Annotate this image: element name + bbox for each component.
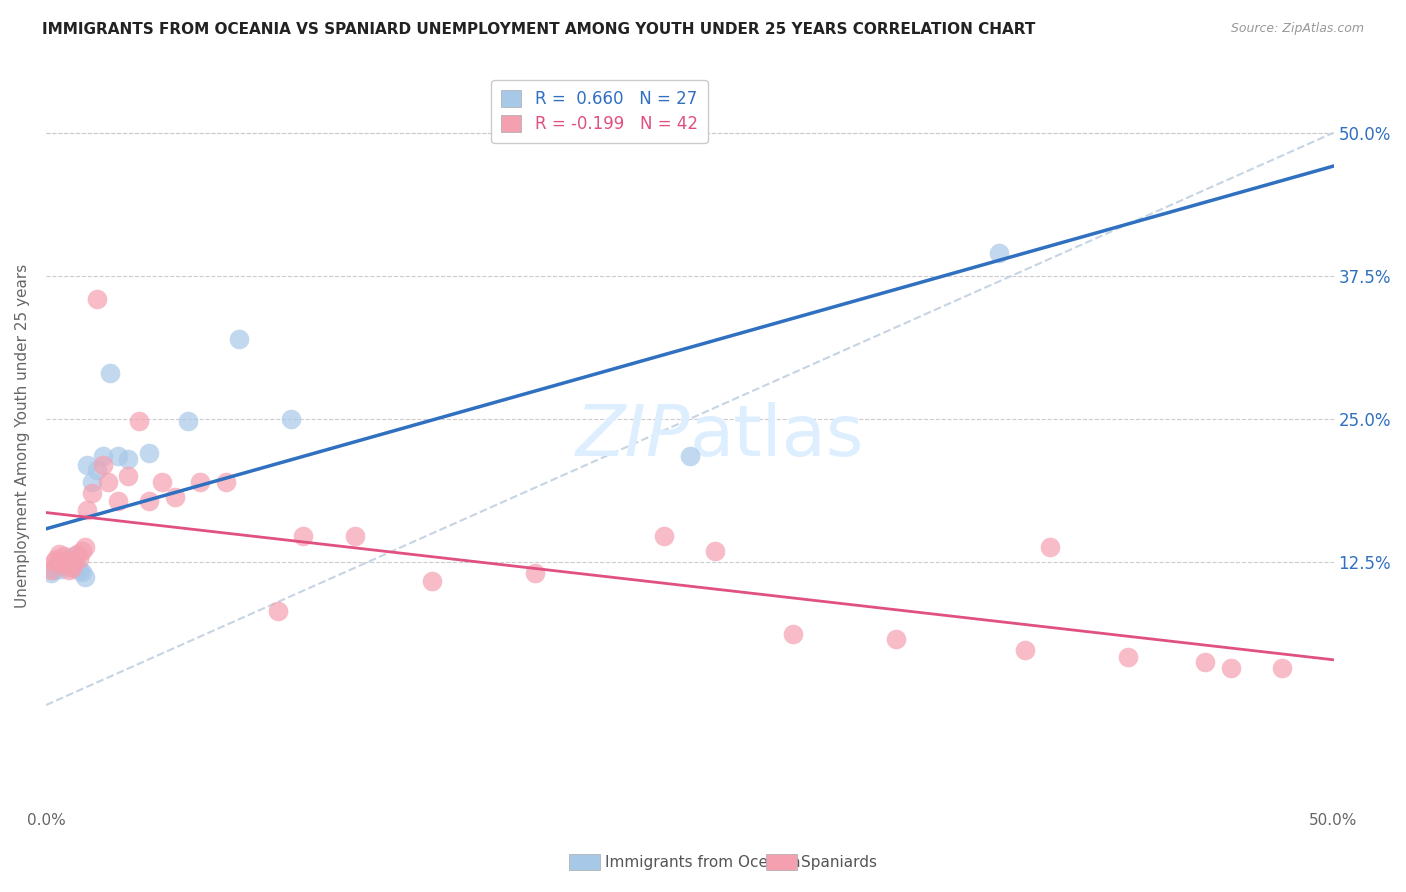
Text: atlas: atlas [690,401,865,471]
Point [704,543,727,558]
Point [97,475,120,489]
Text: Immigrants from Oceania: Immigrants from Oceania [605,855,800,870]
Point [150,475,173,489]
Point [39,563,62,577]
Point [55,554,77,568]
Text: Source: ZipAtlas.com: Source: ZipAtlas.com [1230,22,1364,36]
Point [524,566,547,581]
Point [280,412,302,426]
Point [60,560,83,574]
Point [884,632,907,646]
Point [679,449,702,463]
Point [66,547,89,561]
Point [39,566,62,581]
Point [86,463,108,477]
Point [163,490,186,504]
Point [63,549,86,564]
Point [55,558,77,573]
Point [76,503,98,517]
Point [98,366,121,380]
Point [128,414,150,428]
Point [82,486,104,500]
Point [782,627,804,641]
Point [107,494,129,508]
Point [292,529,315,543]
Point [267,604,290,618]
Legend: R =  0.660   N = 27, R = -0.199   N = 42: R = 0.660 N = 27, R = -0.199 N = 42 [492,79,707,143]
Point [82,475,104,489]
Point [73,570,96,584]
Point [215,475,238,489]
Y-axis label: Unemployment Among Youth under 25 years: Unemployment Among Youth under 25 years [15,264,30,608]
Point [138,494,160,508]
Point [51,555,73,569]
Point [53,556,76,570]
Point [60,555,83,569]
Point [42,555,65,569]
Point [987,246,1010,260]
Point [91,458,114,472]
Point [69,563,91,577]
Point [190,475,212,489]
Point [1194,655,1216,669]
Point [107,449,129,463]
Point [1219,661,1241,675]
Text: Spaniards: Spaniards [801,855,877,870]
Point [66,560,89,574]
Point [70,566,93,580]
Point [45,551,67,566]
Point [117,469,139,483]
Point [420,574,443,589]
Point [48,558,70,573]
Point [76,458,98,472]
Point [58,551,80,566]
Point [48,547,70,561]
Point [42,563,65,577]
Point [73,540,96,554]
Point [69,551,91,566]
Point [70,543,93,558]
Point [343,529,366,543]
Point [1271,661,1294,675]
Point [138,446,160,460]
Point [45,560,67,574]
Point [117,452,139,467]
Text: ZIP: ZIP [575,401,690,471]
Point [176,414,198,428]
Point [91,449,114,463]
Text: IMMIGRANTS FROM OCEANIA VS SPANIARD UNEMPLOYMENT AMONG YOUTH UNDER 25 YEARS CORR: IMMIGRANTS FROM OCEANIA VS SPANIARD UNEM… [42,22,1036,37]
Point [1014,643,1036,657]
Point [652,529,675,543]
Point [63,555,86,569]
Point [1039,540,1062,554]
Point [228,332,250,346]
Point [58,563,80,577]
Point [51,562,73,576]
Point [86,292,108,306]
Point [53,549,76,564]
Point [1116,650,1139,665]
